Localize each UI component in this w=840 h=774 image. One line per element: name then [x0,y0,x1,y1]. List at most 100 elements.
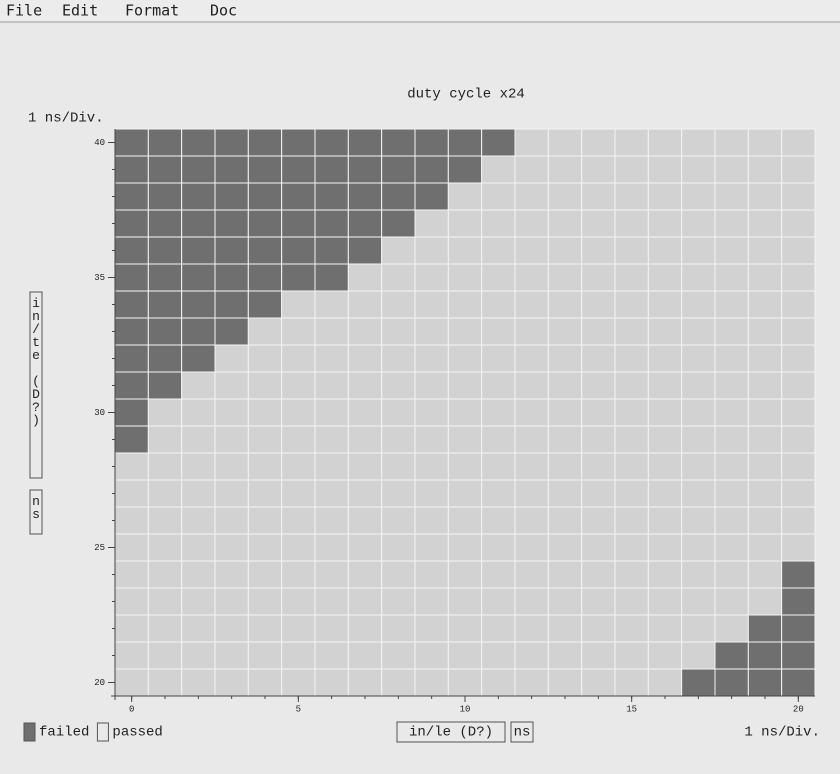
cell [381,236,416,265]
menu-item[interactable]: Edit [62,2,98,20]
cell [614,344,649,373]
y-tick-label: 30 [94,408,105,418]
cell [114,182,149,211]
cell [181,128,216,157]
cell [247,479,283,508]
cell [714,209,749,238]
cell [481,479,516,508]
cell [347,587,383,616]
cell [214,668,249,697]
cell [547,479,583,508]
cell [747,155,783,184]
menu-item[interactable]: Doc [210,2,237,20]
cell [614,290,649,319]
cell [381,587,416,616]
cell [347,506,383,535]
cell [214,479,249,508]
cell [247,668,283,697]
cell [114,425,149,454]
cell [781,560,816,589]
cell [381,479,416,508]
cell [481,263,516,292]
cell [614,533,649,562]
cell [781,182,816,211]
cell [481,506,516,535]
cell [647,641,683,670]
cell [481,533,516,562]
cell [514,236,549,265]
cell [614,587,649,616]
cell [447,587,483,616]
cell [514,587,549,616]
cell [781,155,816,184]
cell [147,668,183,697]
cell [547,560,583,589]
cell [214,182,249,211]
cell [114,344,149,373]
cell [647,533,683,562]
cell [447,236,483,265]
x-tick-label: 20 [793,704,804,714]
cell [714,236,749,265]
cell [114,398,149,427]
cell [247,155,283,184]
cell [481,668,516,697]
cell [747,344,783,373]
x-tick-label: 5 [296,704,301,714]
cell [414,371,449,400]
cell [414,506,449,535]
cell [247,236,283,265]
cell [514,668,549,697]
x-tick-label: 10 [460,704,471,714]
cell [414,317,449,346]
cell [281,560,316,589]
cell [281,182,316,211]
cell [747,209,783,238]
cell [347,668,383,697]
cell [214,398,249,427]
cell [181,506,216,535]
cell [147,614,183,643]
cell [314,209,349,238]
cell [514,128,549,157]
cell [147,398,183,427]
cell [747,398,783,427]
cell [581,182,616,211]
cell [614,641,649,670]
cell [181,371,216,400]
menu-bg [0,0,840,22]
cell [547,614,583,643]
cell [381,668,416,697]
cell [581,371,616,400]
cell [181,236,216,265]
cell [514,398,549,427]
cell [781,614,816,643]
cell [214,506,249,535]
cell [681,371,716,400]
cell [747,317,783,346]
cell [681,560,716,589]
cell [214,452,249,481]
cell [381,506,416,535]
cell [781,452,816,481]
cell [514,641,549,670]
cell [247,317,283,346]
menu-item[interactable]: File [6,2,42,20]
legend-swatch [23,722,36,742]
cell [381,182,416,211]
cell [681,425,716,454]
cell [447,560,483,589]
cell [381,398,416,427]
menu-item[interactable]: Format [125,2,179,20]
cell [781,479,816,508]
x-axis-label: in/le (D?) [409,725,493,741]
cell [214,560,249,589]
cell [247,641,283,670]
cell [314,398,349,427]
cell [147,290,183,319]
cell [514,560,549,589]
cell [314,668,349,697]
cell [181,209,216,238]
cell [747,128,783,157]
cell [414,641,449,670]
